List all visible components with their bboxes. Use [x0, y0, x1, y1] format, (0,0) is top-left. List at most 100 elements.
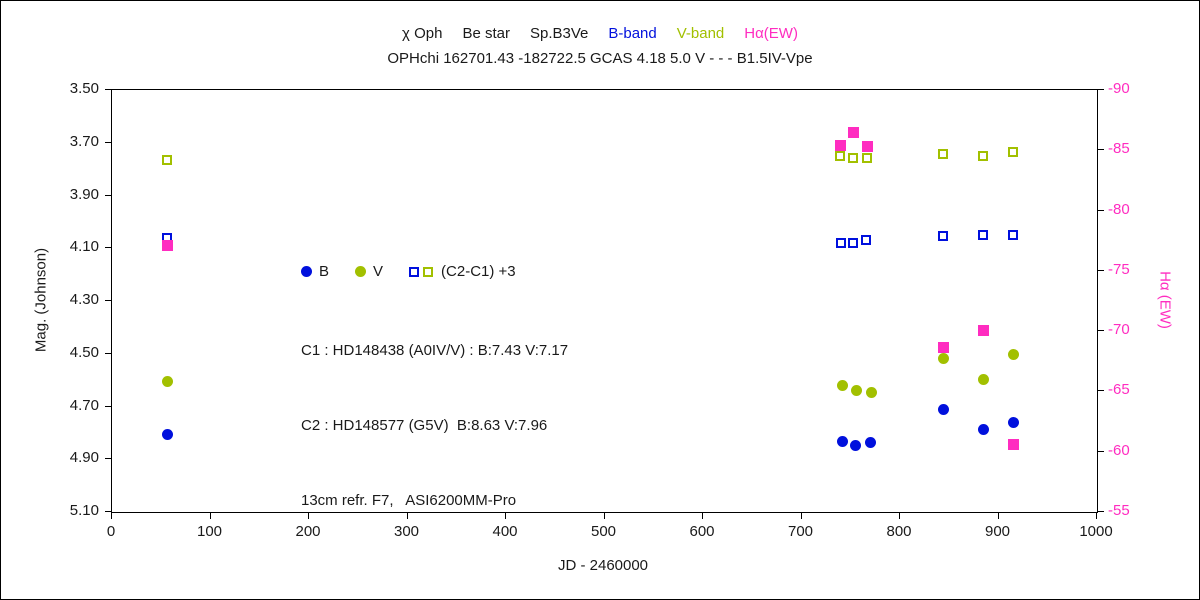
y-left-tick-label: 4.70	[69, 396, 99, 414]
data-point	[837, 380, 849, 392]
x-tick-label: 300	[393, 523, 420, 540]
title-seg-halpha: Hα(EW)	[744, 25, 798, 42]
y-right-tick-mark	[1098, 209, 1104, 211]
data-point	[861, 141, 873, 153]
x-tick-label: 400	[492, 523, 518, 540]
y-right-tick-label: -55	[1108, 502, 1130, 519]
x-tick-mark	[209, 513, 211, 519]
data-point	[835, 140, 847, 152]
data-point	[848, 153, 859, 164]
x-axis-label: JD - 2460000	[557, 557, 649, 574]
y-right-tick-mark	[1098, 390, 1104, 392]
y-axis-label-right: Hα (EW)	[1156, 271, 1174, 329]
y-right-tick-mark	[1098, 511, 1104, 512]
legend-b-circle-icon	[301, 266, 312, 277]
y-right-tick-mark	[1098, 330, 1104, 332]
legend-open-square-green-icon	[423, 266, 434, 277]
x-tick-mark	[111, 513, 112, 519]
data-point	[978, 324, 990, 336]
data-point	[937, 149, 948, 160]
chart-title-line2: OPHchi 162701.43 -182722.5 GCAS 4.18 5.0…	[387, 50, 813, 67]
data-point	[161, 429, 173, 440]
data-point	[161, 376, 173, 388]
title-seg-bband: B-band	[608, 25, 657, 42]
data-point	[861, 153, 872, 164]
y-left-tick-label: 4.30	[69, 291, 99, 308]
y-right-tick-label: -60	[1108, 441, 1130, 459]
data-point	[1007, 417, 1019, 429]
data-point	[161, 154, 172, 165]
x-tick-mark	[997, 513, 999, 519]
data-point	[851, 385, 863, 397]
x-tick-label: 1000	[1079, 523, 1113, 540]
y-right-tick-mark	[1098, 450, 1104, 452]
annotation-block: C1 : HD148438 (A0IV/V) : B:7.43 V:7.17 C…	[301, 288, 568, 563]
x-tick-mark	[505, 513, 506, 519]
y-right-tick-label: -65	[1108, 381, 1130, 399]
y-right-tick-label: -80	[1108, 200, 1130, 218]
y-left-tick-mark	[105, 458, 111, 460]
data-point	[978, 150, 989, 161]
y-left-tick-mark	[105, 247, 111, 249]
x-tick-label: 100	[196, 523, 223, 540]
data-point	[848, 237, 859, 248]
data-point	[937, 341, 949, 353]
data-point	[161, 240, 173, 252]
x-tick-mark	[1096, 513, 1097, 519]
data-point	[864, 436, 876, 448]
data-point	[978, 229, 989, 240]
y-left-tick-mark	[105, 194, 111, 196]
x-tick-mark	[702, 513, 703, 519]
y-left-tick-mark	[105, 352, 111, 354]
data-point	[836, 237, 847, 248]
legend-v-label: V	[373, 263, 384, 280]
x-tick-label: 0	[106, 523, 116, 540]
x-tick-label: 800	[886, 523, 912, 540]
y-left-tick-mark	[105, 511, 111, 512]
title-seg-object: χ Oph	[402, 25, 443, 42]
chart-title-line1: χ Oph Be star Sp.B3Ve B-band V-band Hα(EW)	[1, 25, 1199, 42]
annotation-c1: C1 : HD148438 (A0IV/V) : B:7.43 V:7.17	[301, 342, 569, 359]
data-point	[865, 386, 877, 398]
y-left-tick-label: 3.50	[69, 80, 99, 97]
x-tick-mark	[406, 513, 408, 519]
legend: B V (C2-C1) +3	[301, 263, 516, 280]
data-point	[1007, 146, 1018, 157]
x-tick-label: 500	[590, 523, 617, 540]
data-point	[1007, 229, 1018, 240]
annotation-c2: C2 : HD148577 (G5V) B:8.63 V:7.96	[301, 417, 548, 434]
y-left-tick-mark	[105, 89, 111, 90]
y-left-tick-label: 4.10	[69, 238, 99, 256]
y-left-tick-label: 3.70	[69, 132, 99, 150]
data-point	[850, 439, 862, 451]
legend-b-label: B	[319, 263, 330, 280]
legend-v-circle-icon	[355, 266, 367, 277]
title-seg-vband: V-band	[676, 25, 725, 42]
data-point	[837, 435, 849, 447]
title-seg-spectral: Sp.B3Ve	[529, 25, 589, 42]
y-left-tick-label: 4.50	[69, 343, 99, 361]
y-left-tick-label: 4.90	[69, 449, 99, 467]
y-right-tick-label: -90	[1108, 80, 1130, 97]
y-right-tick-label: -85	[1108, 140, 1130, 158]
data-point	[835, 150, 846, 161]
x-tick-mark	[899, 513, 900, 519]
y-left-tick-mark	[105, 405, 111, 407]
y-left-tick-label: 3.90	[69, 185, 99, 203]
data-point	[937, 403, 949, 415]
y-right-tick-mark	[1098, 269, 1104, 271]
data-point	[937, 231, 948, 242]
legend-open-square-blue-icon	[409, 266, 420, 277]
plot-area	[111, 89, 1098, 513]
annotation-equipment: 13cm refr. F7, ASI6200MM-Pro	[301, 492, 517, 509]
y-right-tick-label: -75	[1108, 260, 1130, 278]
data-point	[848, 126, 860, 138]
data-point	[937, 352, 949, 364]
data-point	[978, 373, 990, 385]
data-point	[1007, 348, 1019, 360]
x-tick-mark	[603, 513, 605, 519]
y-right-tick-mark	[1098, 149, 1104, 151]
x-tick-mark	[308, 513, 309, 519]
data-point	[1007, 439, 1019, 451]
